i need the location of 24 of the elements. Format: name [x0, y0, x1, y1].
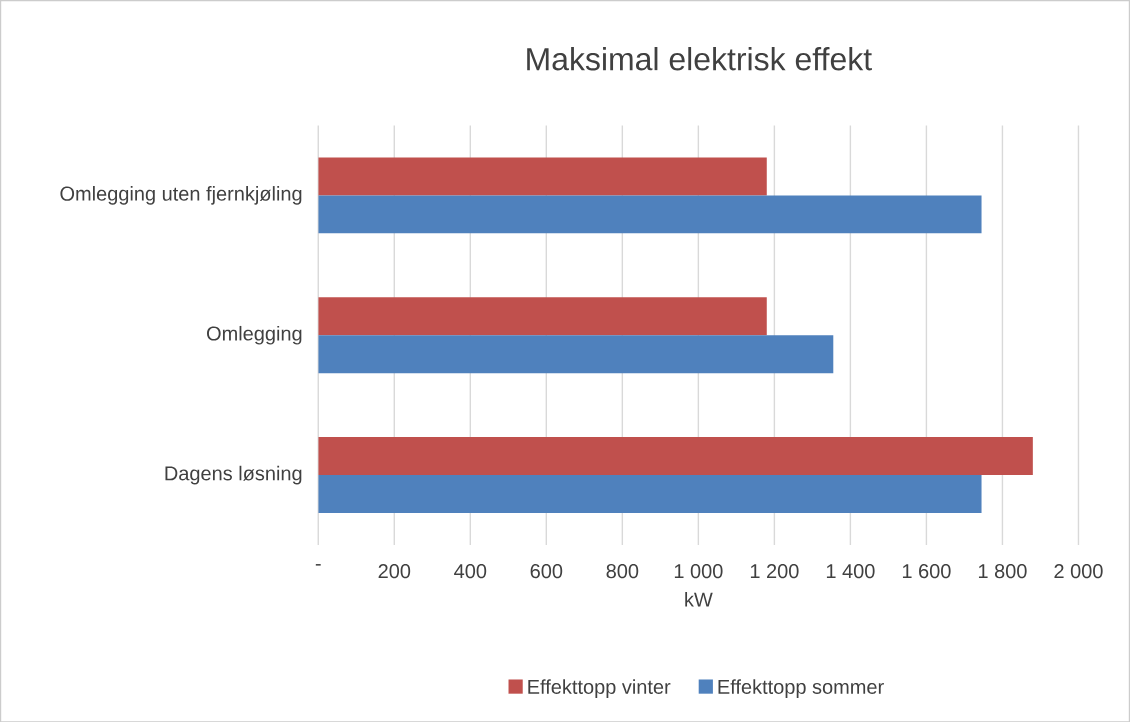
- bar: [318, 335, 834, 373]
- bar: [318, 297, 767, 336]
- y-tick-label: Omlegging: [207, 325, 302, 345]
- legend-label: Effekttopp sommer: [718, 679, 884, 698]
- x-tick-label: 400: [454, 563, 487, 578]
- x-tick-label: 1 200: [750, 563, 799, 578]
- x-tick-label: 1 000: [674, 563, 723, 578]
- x-tick-label: -: [315, 563, 321, 566]
- bar: [318, 436, 1033, 475]
- x-tick-label: 1 400: [826, 563, 875, 578]
- bar: [318, 474, 982, 513]
- x-tick-label: 1 800: [978, 563, 1027, 578]
- y-tick-label: Dagens løsning: [165, 465, 302, 485]
- bar: [318, 157, 767, 196]
- x-tick-label: 800: [606, 563, 639, 578]
- x-tick-label: 1 600: [902, 563, 951, 578]
- chart-title: Maksimal elektrisk effekt: [527, 46, 872, 71]
- x-axis-title: kW: [685, 591, 713, 607]
- legend-label: Effekttopp vinter: [528, 679, 671, 698]
- x-tick-label: 2 000: [1054, 563, 1103, 578]
- x-tick-label: 200: [378, 563, 411, 578]
- x-tick-label: 600: [530, 563, 563, 578]
- bar: [318, 195, 982, 234]
- y-tick-label: Omlegging uten fjernkjøling: [60, 185, 302, 205]
